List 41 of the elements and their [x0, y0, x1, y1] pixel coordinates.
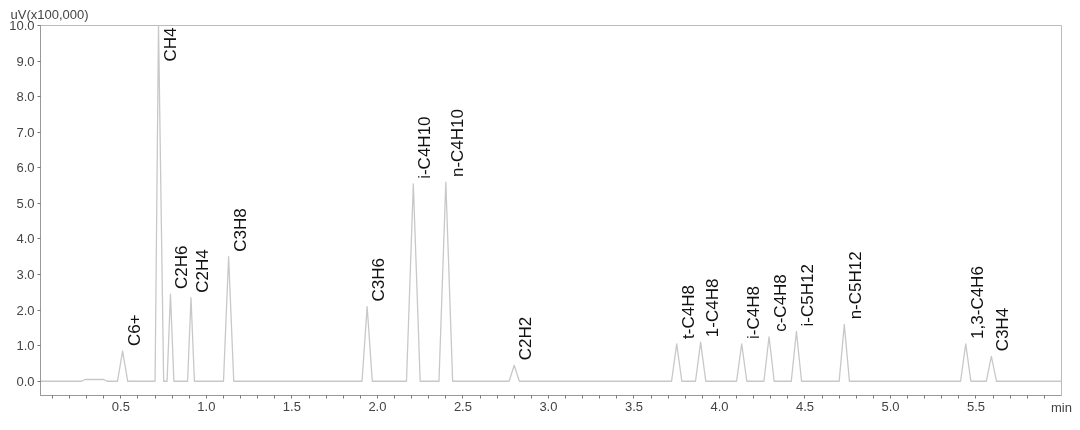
y-tick-label: 0.0: [16, 373, 35, 389]
x-tick-label: 4.0: [710, 398, 729, 414]
annotation: C2H6: [172, 245, 192, 290]
x-tick-label: 2.5: [453, 398, 472, 414]
annotation: C2H2: [516, 316, 536, 361]
y-tick-label: 6.0: [16, 160, 35, 176]
annotation: i-C5H12: [798, 264, 818, 327]
annotation: CH4: [160, 27, 180, 62]
annotation: 1-C4H8: [702, 278, 722, 338]
annotation: n-C5H12: [846, 251, 866, 320]
x-tick-label: 5.5: [966, 398, 986, 414]
line-series: [40, 25, 1062, 382]
annotation: C3H8: [230, 208, 250, 252]
x-tick-label: 5.0: [881, 398, 900, 414]
y-tick-label: 3.0: [16, 267, 35, 283]
x-tick-label: 3.0: [539, 398, 558, 414]
x-tick-label: 1.5: [282, 398, 301, 414]
annotation: i-C4H10: [415, 116, 435, 179]
y-tick-label: 4.0: [16, 231, 35, 247]
y-tick-label: 5.0: [16, 195, 35, 211]
annotation: C6+: [124, 314, 144, 347]
y-tick-label: 8.0: [16, 89, 35, 105]
y-tick-label: 2.0: [16, 302, 35, 318]
x-tick-label: 2.0: [368, 398, 387, 414]
y-tick-label: 1.0: [16, 338, 35, 354]
y-tick-label: 7.0: [16, 124, 35, 140]
x-tick-label: 0.5: [111, 398, 130, 414]
x-tick-label: 4.5: [795, 398, 815, 414]
annotation: C3H6: [369, 258, 389, 302]
x-tick-label: 1.0: [197, 398, 216, 414]
y-tick-label: 9.0: [16, 53, 35, 69]
y-axis-title: uV(x100,000): [10, 6, 89, 22]
annotation: C3H4: [993, 307, 1013, 352]
x-axis-title: min: [1051, 399, 1072, 415]
x-tick-label: 3.5: [624, 398, 643, 414]
annotation: i-C4H8: [743, 286, 763, 339]
annotation: c-C4H8: [771, 274, 791, 332]
annotation: 1,3-C4H6: [967, 266, 987, 339]
annotation: C2H4: [193, 249, 212, 293]
annotation: n-C4H10: [447, 108, 467, 178]
annotation: t-C4H8: [678, 285, 698, 339]
